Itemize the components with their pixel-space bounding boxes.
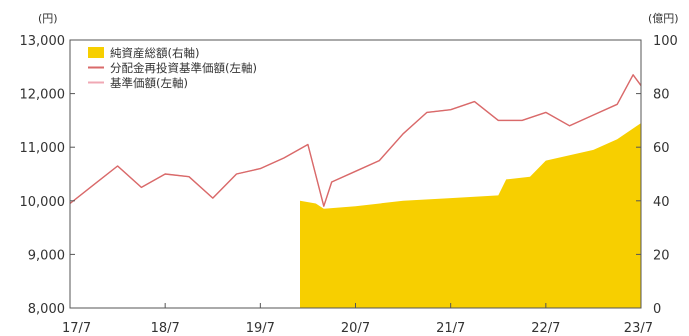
x-tick-label: 19/7	[246, 321, 275, 336]
left-tick-label: 9,000	[28, 248, 65, 263]
legend-label-reinvested-nav: 分配金再投資基準価額(左軸)	[110, 61, 257, 75]
right-tick-label: 0	[653, 302, 661, 317]
left-tick-label: 12,000	[20, 88, 66, 103]
axis-ticks: 13,000 12,000 11,000 10,000 9,000 8,000 100 80 6…	[20, 34, 678, 336]
right-tick-label: 100	[653, 34, 678, 49]
x-tick-label: 17/7	[62, 321, 91, 336]
net-assets-area	[300, 123, 641, 308]
x-tick-label: 20/7	[341, 321, 370, 336]
left-axis-unit: (円)	[38, 12, 58, 25]
legend-swatch-net-assets	[88, 47, 104, 58]
right-tick-label: 80	[653, 88, 670, 103]
right-tick-label: 40	[653, 195, 670, 210]
right-tick-label: 20	[653, 248, 670, 263]
left-tick-label: 13,000	[20, 34, 66, 49]
right-axis-unit: (億円)	[648, 12, 679, 25]
x-tick-label: 22/7	[531, 321, 560, 336]
left-tick-label: 8,000	[28, 302, 65, 317]
x-tick-label: 21/7	[436, 321, 465, 336]
x-tick-label: 23/7	[624, 321, 653, 336]
left-tick-label: 11,000	[20, 141, 66, 156]
legend: 純資産総額(右軸) 分配金再投資基準価額(左軸) 基準価額(左軸)	[88, 46, 257, 90]
net-assets-area-layer	[300, 123, 641, 308]
reinvested-nav-line	[69, 74, 642, 207]
nav-lines-layer	[69, 74, 642, 207]
left-tick-label: 10,000	[20, 195, 66, 210]
legend-label-net-assets: 純資産総額(右軸)	[110, 46, 199, 60]
x-tick-label: 18/7	[151, 321, 180, 336]
right-tick-label: 60	[653, 141, 670, 156]
legend-label-nav: 基準価額(左軸)	[110, 76, 188, 90]
